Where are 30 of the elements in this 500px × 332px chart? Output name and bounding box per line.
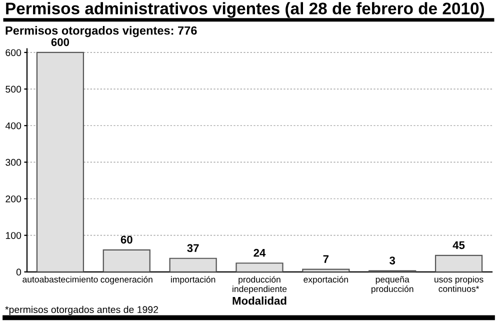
y-tick-label: 100 (6, 232, 22, 239)
data-label: 3 (390, 256, 396, 264)
chart-title: Permisos administrativos vigentes (al 28 de febrero de 2010) (6, 2, 484, 18)
x-tick-label: importación (171, 276, 216, 284)
bar (169, 258, 217, 272)
bar (36, 52, 84, 272)
y-tick-label: 500 (6, 86, 22, 93)
data-label: 24 (254, 248, 266, 257)
bar (102, 249, 150, 272)
bar (434, 254, 483, 272)
x-tick-label: pequeña producción (372, 276, 414, 294)
y-tick-label: 600 (6, 49, 22, 56)
chart-subtitle: Permisos otorgados vigentes: 776 (6, 26, 197, 38)
x-axis-title: Modalidad (232, 296, 286, 305)
y-tick-label: 200 (6, 195, 22, 202)
data-label: 7 (323, 255, 329, 263)
x-tick-label: exportación (304, 276, 348, 284)
x-tick-label: cogeneración (100, 276, 152, 284)
data-label: 45 (452, 241, 465, 250)
x-tick-label: producción independiente (232, 276, 287, 294)
data-label: 60 (120, 236, 132, 244)
x-tick-label: usos propios continuos* (434, 276, 484, 292)
y-tick-label: 400 (5, 122, 22, 130)
text: *permisos otorgados antes de 1992 (5, 306, 158, 315)
y-tick-label: 300 (6, 158, 22, 166)
y-tick-label: 0 (16, 268, 22, 276)
data-label: 600 (51, 38, 70, 46)
bar (236, 262, 284, 272)
data-label: 37 (187, 244, 199, 252)
x-tick-label: autoabastecimiento (22, 276, 98, 282)
